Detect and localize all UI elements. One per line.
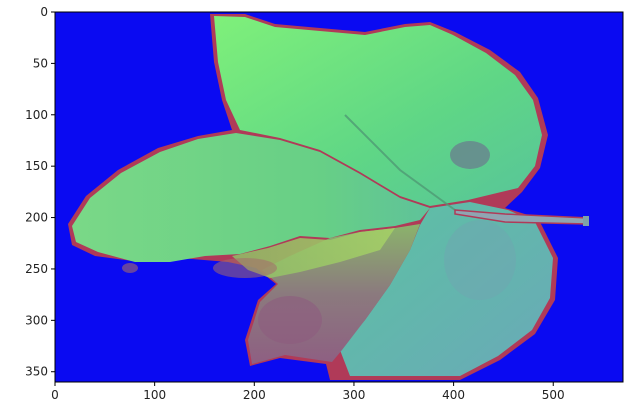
leaf-blotch	[444, 220, 516, 300]
x-axis-ticks: 0 100 200 300 400 500	[51, 382, 565, 402]
y-tick-label: 50	[33, 56, 48, 70]
image-area	[55, 12, 623, 382]
x-tick-label: 0	[51, 388, 59, 402]
x-tick-label: 100	[143, 388, 166, 402]
leaf-stem-tip	[583, 216, 589, 226]
leaf-blotch	[213, 258, 277, 278]
y-tick-label: 0	[40, 5, 48, 19]
y-tick-label: 100	[25, 108, 48, 122]
leaf-blotch	[122, 263, 138, 273]
leaf-blotch	[258, 296, 322, 344]
leaf-blotch	[450, 141, 490, 169]
y-tick-label: 150	[25, 159, 48, 173]
y-tick-label: 200	[25, 211, 48, 225]
y-tick-label: 300	[25, 313, 48, 327]
y-tick-label: 250	[25, 262, 48, 276]
x-tick-label: 400	[442, 388, 465, 402]
x-tick-label: 300	[342, 388, 365, 402]
x-tick-label: 200	[243, 388, 266, 402]
y-tick-label: 350	[25, 365, 48, 379]
x-tick-label: 500	[542, 388, 565, 402]
y-axis-ticks: 0 50 100 150 200 250 300 350	[25, 5, 55, 379]
